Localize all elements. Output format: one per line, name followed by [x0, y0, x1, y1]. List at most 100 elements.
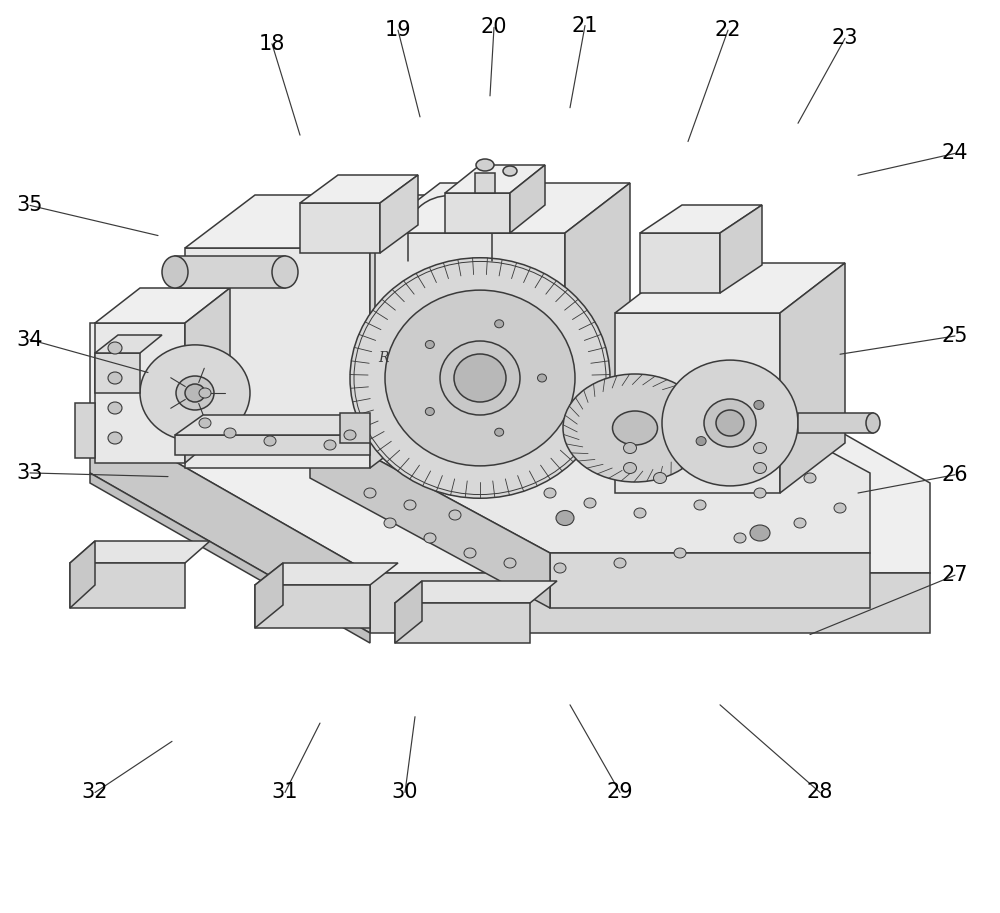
Ellipse shape	[108, 402, 122, 414]
Ellipse shape	[694, 500, 706, 510]
Ellipse shape	[162, 256, 188, 288]
Polygon shape	[615, 263, 845, 313]
Text: 31: 31	[272, 782, 298, 803]
Polygon shape	[550, 553, 870, 608]
Text: 29: 29	[607, 782, 633, 803]
Ellipse shape	[199, 418, 211, 428]
Ellipse shape	[495, 428, 504, 436]
Text: 34: 34	[17, 330, 43, 350]
Text: 23: 23	[832, 28, 858, 48]
Polygon shape	[185, 195, 440, 248]
Ellipse shape	[449, 510, 461, 520]
Ellipse shape	[866, 413, 880, 433]
Polygon shape	[445, 193, 510, 233]
Polygon shape	[70, 563, 185, 608]
Ellipse shape	[734, 533, 746, 543]
Polygon shape	[380, 175, 418, 253]
Ellipse shape	[674, 548, 686, 558]
Ellipse shape	[716, 410, 744, 436]
Polygon shape	[370, 195, 440, 468]
Ellipse shape	[834, 503, 846, 513]
Text: 28: 28	[807, 782, 833, 803]
Polygon shape	[395, 581, 557, 603]
Ellipse shape	[754, 401, 764, 409]
Text: 22: 22	[715, 20, 741, 40]
Polygon shape	[720, 205, 762, 293]
Polygon shape	[370, 573, 930, 633]
Ellipse shape	[754, 443, 767, 454]
Polygon shape	[395, 581, 422, 643]
Ellipse shape	[584, 498, 596, 508]
Ellipse shape	[750, 525, 770, 541]
Ellipse shape	[108, 342, 122, 354]
Ellipse shape	[538, 374, 546, 382]
Ellipse shape	[108, 372, 122, 384]
Polygon shape	[640, 233, 720, 293]
Polygon shape	[95, 288, 230, 323]
Polygon shape	[175, 435, 370, 455]
Polygon shape	[375, 233, 565, 433]
Ellipse shape	[185, 384, 205, 402]
Polygon shape	[90, 323, 930, 573]
Text: 18: 18	[259, 34, 285, 54]
Polygon shape	[310, 423, 550, 608]
Polygon shape	[310, 343, 870, 553]
Polygon shape	[780, 263, 845, 493]
Ellipse shape	[425, 407, 434, 415]
Polygon shape	[90, 413, 370, 633]
Polygon shape	[615, 313, 780, 493]
Ellipse shape	[634, 508, 646, 518]
Ellipse shape	[754, 463, 767, 474]
Ellipse shape	[654, 473, 666, 484]
Text: 27: 27	[942, 565, 968, 585]
Polygon shape	[95, 353, 140, 393]
Text: 33: 33	[17, 463, 43, 483]
Polygon shape	[375, 183, 630, 233]
Ellipse shape	[404, 500, 416, 510]
Polygon shape	[340, 413, 370, 443]
Polygon shape	[798, 413, 873, 433]
Ellipse shape	[199, 388, 211, 398]
Ellipse shape	[476, 159, 494, 171]
Polygon shape	[395, 603, 530, 643]
Ellipse shape	[612, 411, 658, 445]
Ellipse shape	[624, 463, 637, 474]
Ellipse shape	[794, 518, 806, 528]
Ellipse shape	[176, 376, 214, 410]
Text: 20: 20	[481, 17, 507, 37]
Ellipse shape	[324, 440, 336, 450]
Text: 25: 25	[942, 326, 968, 346]
Ellipse shape	[350, 257, 610, 498]
Ellipse shape	[344, 430, 356, 440]
Ellipse shape	[385, 290, 575, 466]
Polygon shape	[95, 323, 185, 463]
Ellipse shape	[556, 510, 574, 526]
Text: 19: 19	[385, 20, 411, 40]
Ellipse shape	[425, 341, 434, 349]
Polygon shape	[300, 203, 380, 253]
Ellipse shape	[384, 518, 396, 528]
Ellipse shape	[504, 558, 516, 568]
Polygon shape	[70, 541, 95, 608]
Ellipse shape	[503, 166, 517, 176]
Polygon shape	[255, 563, 283, 628]
Ellipse shape	[495, 320, 504, 328]
Text: R: R	[378, 351, 388, 365]
Polygon shape	[95, 335, 162, 353]
Ellipse shape	[454, 354, 506, 402]
Text: 30: 30	[392, 782, 418, 803]
Polygon shape	[445, 165, 545, 193]
Ellipse shape	[440, 341, 520, 415]
Polygon shape	[175, 415, 398, 435]
Polygon shape	[75, 403, 95, 458]
Ellipse shape	[804, 473, 816, 483]
Text: 32: 32	[82, 782, 108, 803]
Polygon shape	[70, 541, 210, 563]
Polygon shape	[640, 205, 762, 233]
Ellipse shape	[140, 345, 250, 441]
Ellipse shape	[264, 436, 276, 446]
Polygon shape	[175, 256, 285, 288]
Ellipse shape	[696, 436, 706, 446]
Ellipse shape	[224, 428, 236, 438]
Ellipse shape	[272, 256, 298, 288]
